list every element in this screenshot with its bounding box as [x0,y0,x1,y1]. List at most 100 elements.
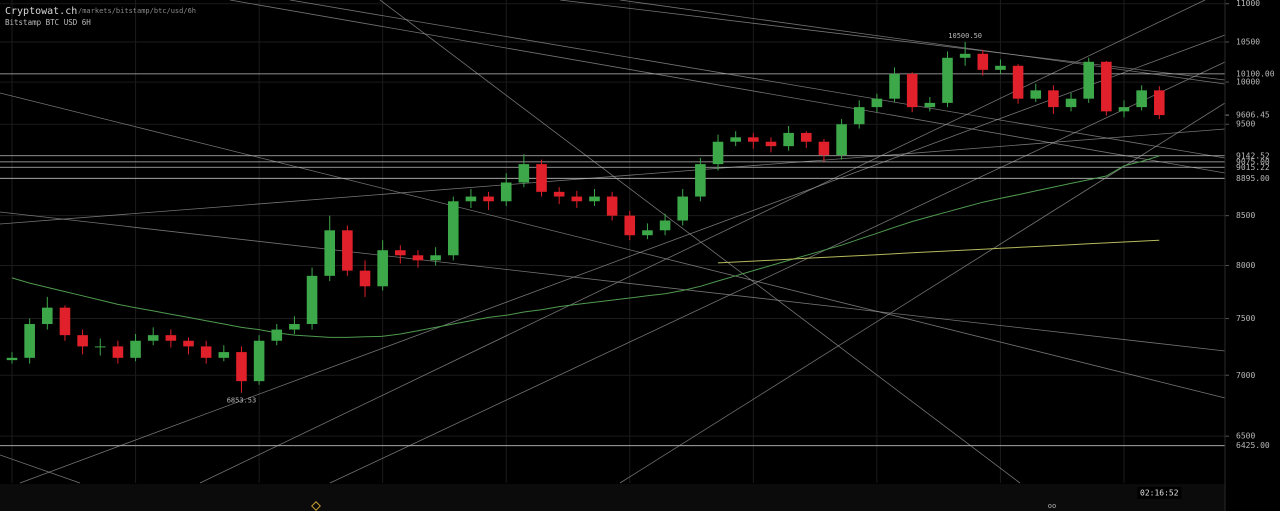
y-tick-label: 10000 [1236,78,1260,87]
trendline [619,0,1226,85]
candle-body [94,346,106,348]
candle-body [430,255,441,261]
candle-body [147,335,159,341]
scroll-indicator[interactable]: oo [1048,502,1056,510]
moving-average [11,155,1160,338]
trendline [0,128,1226,225]
x-axis-bar [0,484,1225,511]
candle-body [642,230,653,236]
candle-body [1154,90,1165,116]
candle-body [695,164,706,197]
candle-body [271,329,283,341]
candle-body [395,250,406,256]
candle-body [606,196,618,216]
candle-body [1101,61,1112,112]
candle-body [112,346,124,358]
candle-body [677,196,689,221]
candle-body [324,230,336,276]
candle-body [200,346,212,358]
candle-body [659,220,671,231]
candle-body [589,196,600,202]
candle-body [1118,107,1130,112]
candle-body [1048,90,1059,108]
candle-body [730,137,741,142]
trendline [379,0,1021,484]
candle-body [165,335,177,341]
candle-body [236,352,247,382]
candle-body [183,340,194,347]
level-label: 8895.00 [1236,174,1270,183]
candle-body [906,73,918,108]
candle-body [289,324,300,330]
level-label: 9075.00 [1236,157,1270,166]
y-tick-label: 7000 [1236,371,1255,380]
candle-body [447,201,459,256]
candle-body [518,164,530,183]
candle-body [536,164,547,192]
candle-body [253,340,265,382]
candle-body [42,307,53,325]
indicators [11,155,1160,338]
candle-body [1012,65,1024,99]
trendlines [0,0,1226,484]
candle-body [553,191,565,197]
price-annotation: 10500.50 [948,32,982,40]
candle-body [889,73,900,99]
candle-body [1065,98,1077,108]
candle-body [306,275,318,325]
candle-body [412,255,424,261]
moving-average [717,239,1160,264]
candle-body [6,357,18,361]
trendline [199,0,1206,484]
level-label: 9015.22 [1236,163,1270,172]
candle-body [977,53,989,70]
y-tick-label: 8000 [1236,261,1255,270]
candle-body [1030,90,1042,99]
candle-body [342,230,353,271]
y-tick-label: 6500 [1236,432,1255,441]
candle-body [836,124,847,156]
trendline [229,0,1226,174]
candle-body [500,182,512,202]
site-path: /markets/bitstamp/btc/usd/6h [78,7,196,15]
candle-body [748,137,759,142]
y-tick-label: 11000 [1236,0,1260,8]
y-tick-label: 8500 [1236,211,1255,220]
candle-body [942,57,953,103]
candle-body [77,335,88,347]
level-label: 9142.52 [1236,151,1270,160]
candle-body [624,215,636,236]
candle-body [995,65,1006,70]
candle-body [130,340,141,358]
levels [0,73,1225,447]
candle-body [871,98,883,108]
candle-body [483,196,494,202]
trendline [0,454,81,484]
trendline [0,211,1226,352]
candle-body [59,307,71,336]
level-label: 10100.00 [1236,69,1275,78]
candle-body [377,250,388,287]
trendline [289,0,1226,159]
candle-body [1083,61,1094,99]
price-annotation: 6853.53 [227,397,257,405]
grid [0,0,1225,483]
y-tick-label: 9500 [1236,120,1255,129]
trendline [0,92,1226,399]
candle-body [924,102,936,108]
trendline [329,61,1226,484]
event-marker[interactable] [311,501,321,511]
level-label: 6425.00 [1236,441,1270,450]
candle-body [800,132,812,142]
current-time: 02:16:52 [1140,489,1179,498]
site-name[interactable]: Cryptowat.ch [5,6,77,17]
candle-body [959,53,971,58]
candles [6,41,1165,393]
candle-body [465,196,477,202]
candle-body [765,141,777,147]
trendline [559,0,1226,81]
candle-body [571,196,583,202]
candle-body [783,132,794,147]
